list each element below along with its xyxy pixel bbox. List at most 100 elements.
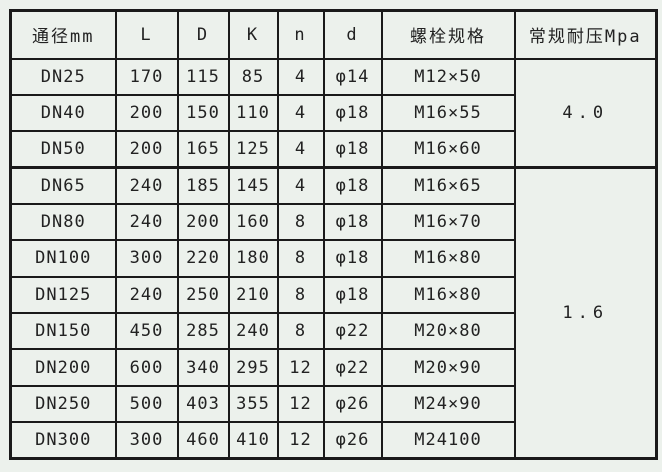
cell-d: φ26 [322,384,383,424]
cell-D: 220 [176,239,230,278]
cell-D: 115 [176,57,230,96]
cell-d: φ18 [322,202,383,242]
cell-D: 340 [176,348,230,387]
cell-K: 85 [227,57,279,96]
cell-D: 185 [176,166,230,205]
cell-d: φ14 [322,57,383,96]
cell-d: φ22 [322,348,383,387]
cell-L: 450 [114,312,179,351]
cell-K: 210 [227,275,279,315]
cell-D: 150 [176,93,230,133]
cell-n: 8 [276,202,325,242]
table-row-dn125: DN125 240 250 210 8 φ18 M16×80 [9,275,657,315]
header-row: 通径mm L D K n d 螺栓规格 常规耐压Mpa [9,9,658,60]
cell-L: 240 [114,202,179,242]
cell-dn: DN65 [9,166,117,205]
cell-d: φ18 [322,93,383,133]
cell-n: 12 [276,348,325,387]
cell-L: 200 [114,130,179,169]
spec-table: 通径mm L D K n d 螺栓规格 常规耐压Mpa DN25 170 115… [9,9,658,460]
cell-n: 8 [276,239,325,278]
header-cell-K: K [227,9,279,60]
cell-bolt: M16×65 [380,166,516,205]
pressure-cell-group2: 1.6 [513,166,658,460]
table-row-dn65: DN65 240 185 145 4 φ18 M16×65 1.6 [9,166,658,460]
cell-n: 8 [276,312,325,351]
cell-K: 125 [227,130,279,169]
table-body: DN25 170 115 85 4 φ14 M12×50 4.0 DN40 20… [9,57,658,460]
table-row-dn80: DN80 240 200 160 8 φ18 M16×70 [9,202,657,242]
cell-bolt: M24×90 [380,384,516,424]
cell-bolt: M12×50 [380,57,516,96]
cell-dn: DN100 [9,239,117,278]
cell-dn: DN150 [9,312,117,351]
cell-K: 240 [227,312,279,351]
cell-K: 145 [227,166,279,205]
cell-dn: DN125 [9,275,117,315]
cell-K: 180 [227,239,279,278]
table-row-dn300: DN300 300 460 410 12 φ26 M24100 [9,421,657,460]
table-row-dn250: DN250 500 403 355 12 φ26 M24×90 [9,384,657,424]
cell-D: 165 [176,130,230,169]
cell-d: φ18 [322,130,383,169]
cell-bolt: M20×90 [380,348,516,387]
table-row-dn25: DN25 170 115 85 4 φ14 M12×50 4.0 [9,57,658,169]
cell-L: 600 [114,348,179,387]
cell-n: 4 [276,166,325,205]
table-row-dn100: DN100 300 220 180 8 φ18 M16×80 [9,239,657,278]
cell-dn: DN200 [9,348,117,387]
header-cell-dn: 通径mm [9,9,117,60]
cell-D: 200 [176,202,230,242]
cell-bolt: M24100 [380,421,516,460]
cell-n: 4 [276,57,325,96]
cell-d: φ26 [322,421,383,460]
cell-d: φ22 [322,312,383,351]
cell-L: 200 [114,93,179,133]
table-row-dn50: DN50 200 165 125 4 φ18 M16×60 [9,130,657,169]
cell-n: 4 [276,93,325,133]
cell-D: 285 [176,312,230,351]
cell-dn: DN40 [9,93,117,133]
cell-bolt: M16×60 [380,130,516,169]
table-row-dn200: DN200 600 340 295 12 φ22 M20×90 [9,348,657,387]
cell-d: φ18 [322,239,383,278]
header-cell-D: D [176,9,230,60]
cell-bolt: M16×80 [380,275,516,315]
cell-K: 355 [227,384,279,424]
header-cell-bolt: 螺栓规格 [380,9,516,60]
table-row-dn150: DN150 450 285 240 8 φ22 M20×80 [9,312,657,351]
cell-bolt: M16×80 [380,239,516,278]
cell-L: 300 [114,421,179,460]
cell-n: 12 [276,384,325,424]
cell-n: 8 [276,275,325,315]
table-header: 通径mm L D K n d 螺栓规格 常规耐压Mpa [9,9,658,60]
table-row-dn40: DN40 200 150 110 4 φ18 M16×55 [9,93,657,133]
cell-bolt: M20×80 [380,312,516,351]
header-cell-L: L [114,9,179,60]
cell-n: 12 [276,421,325,460]
cell-dn: DN250 [9,384,117,424]
cell-d: φ18 [322,166,383,205]
cell-bolt: M16×70 [380,202,516,242]
cell-L: 240 [114,275,179,315]
pressure-cell-group1: 4.0 [513,57,658,169]
cell-K: 160 [227,202,279,242]
cell-bolt: M16×55 [380,93,516,133]
cell-L: 300 [114,239,179,278]
cell-K: 295 [227,348,279,387]
cell-dn: DN25 [9,57,117,96]
header-cell-pressure: 常规耐压Mpa [513,9,658,60]
header-cell-d: d [322,9,383,60]
cell-D: 460 [176,421,230,460]
cell-D: 403 [176,384,230,424]
cell-K: 410 [227,421,279,460]
cell-n: 4 [276,130,325,169]
cell-d: φ18 [322,275,383,315]
cell-L: 240 [114,166,179,205]
cell-dn: DN80 [9,202,117,242]
cell-K: 110 [227,93,279,133]
cell-D: 250 [176,275,230,315]
cell-L: 170 [114,57,179,96]
cell-dn: DN50 [9,130,117,169]
